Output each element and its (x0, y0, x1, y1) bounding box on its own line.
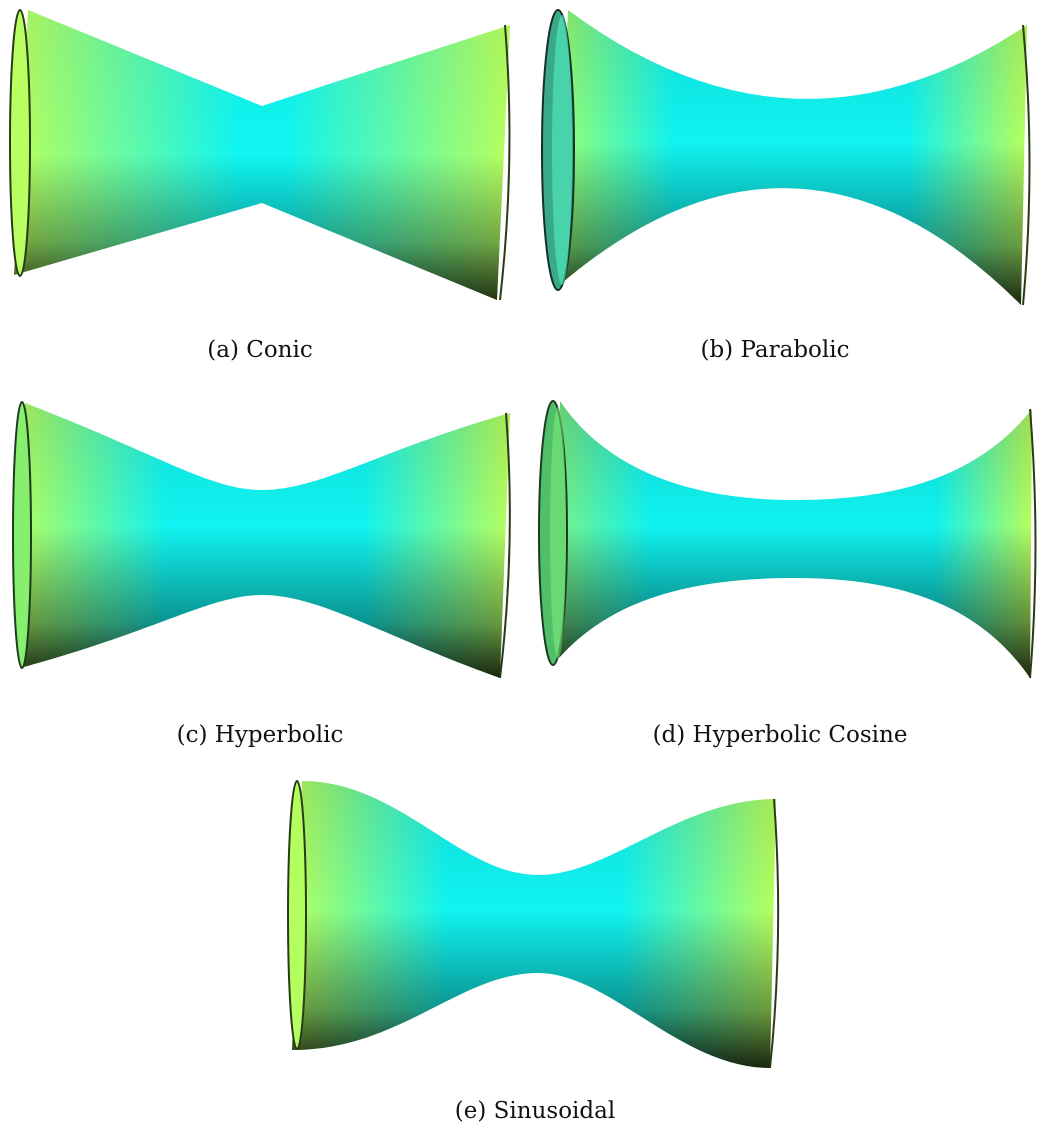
hyperbolic-cosine-surface (538, 400, 1037, 679)
caption-a: (a) Conic (207, 337, 313, 363)
panel-c: (c) Hyperbolic (0, 395, 520, 765)
caption-c: (c) Hyperbolic (176, 722, 344, 748)
panel-a: (a) Conic (0, 0, 520, 370)
sinusoidal-surface (287, 780, 780, 1069)
conic-surface (9, 9, 511, 301)
parabolic-surface (541, 9, 1031, 306)
caption-e: (e) Sinusoidal (454, 1098, 616, 1124)
panel-d: (d) Hyperbolic Cosine (520, 395, 1041, 765)
panel-b: (b) Parabolic (520, 0, 1041, 370)
hyperbolic-surface (12, 401, 511, 679)
caption-b: (b) Parabolic (700, 337, 850, 363)
caption-d: (d) Hyperbolic Cosine (652, 722, 908, 748)
panel-e: (e) Sinusoidal (280, 775, 790, 1135)
